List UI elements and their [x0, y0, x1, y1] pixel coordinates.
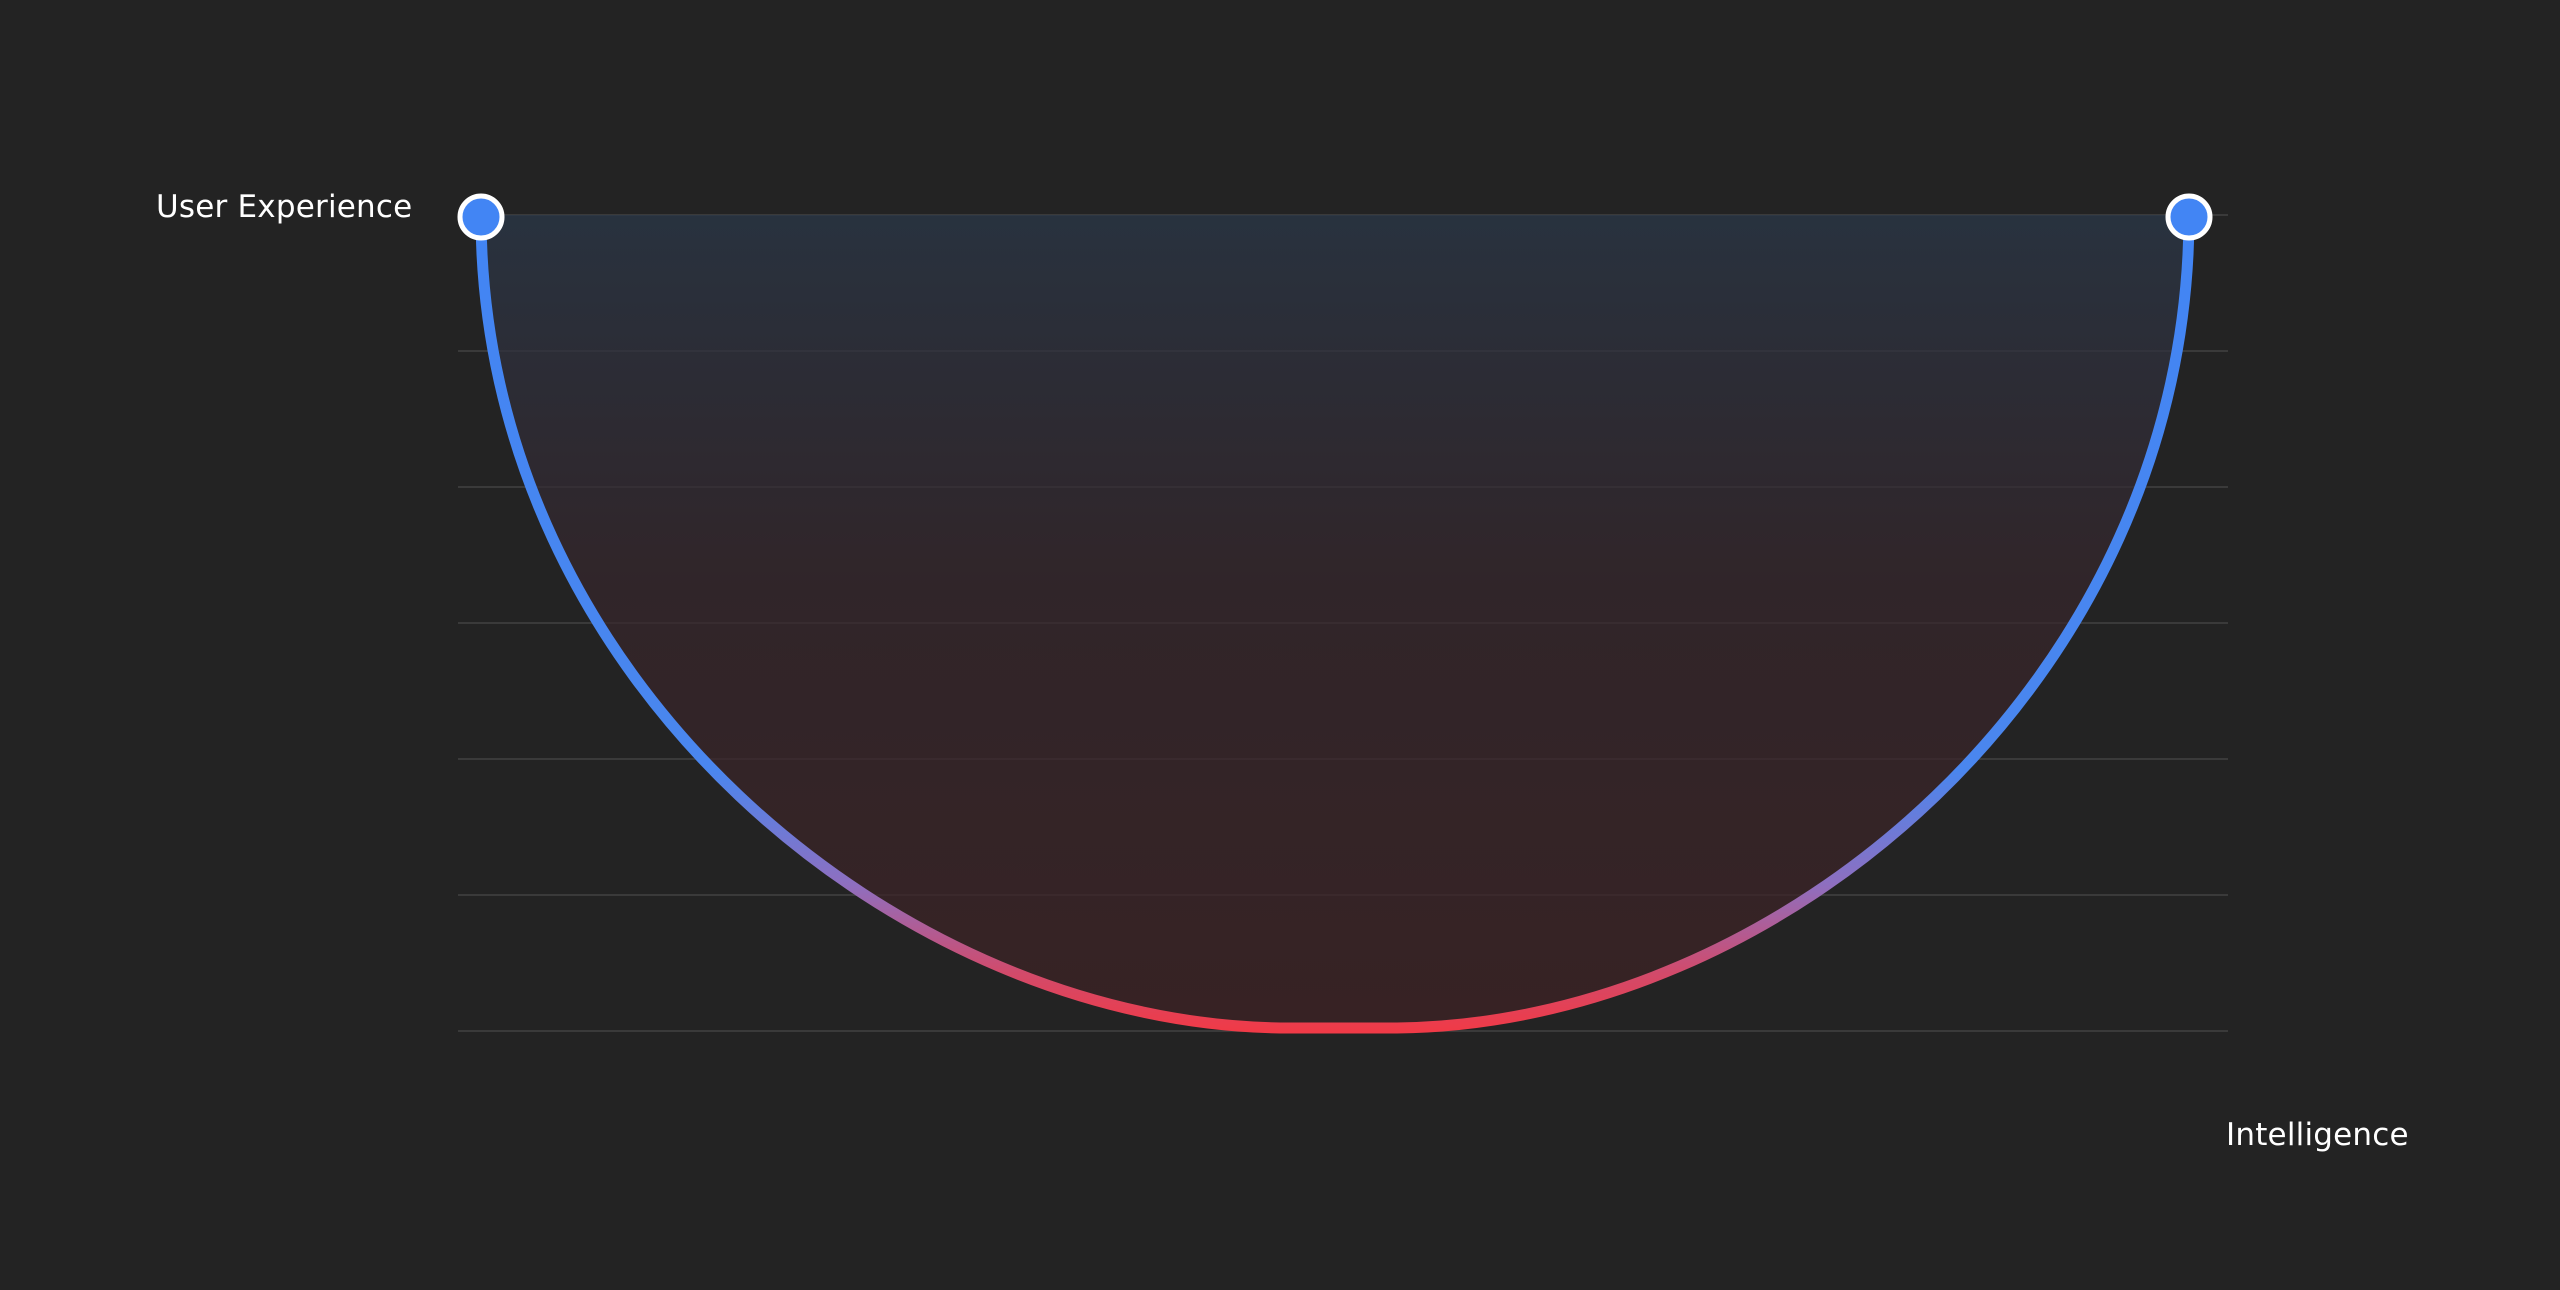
y-axis-label: User Experience — [156, 189, 412, 225]
bowl-curve — [475, 209, 2195, 1034]
left-endpoint-marker[interactable] — [457, 193, 505, 241]
right-endpoint-marker[interactable] — [2165, 193, 2213, 241]
bowl-fill-area — [481, 215, 2189, 1028]
x-axis-label: Intelligence — [2226, 1117, 2409, 1153]
